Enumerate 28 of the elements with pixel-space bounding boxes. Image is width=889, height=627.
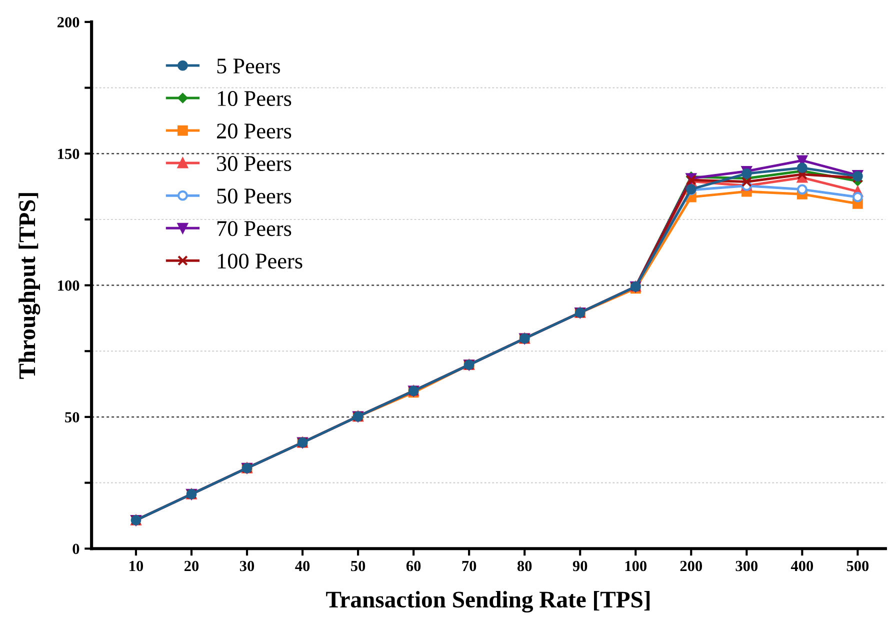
y-axis-title: Throughput [TPS] — [18, 193, 40, 379]
legend-label: 5 Peers — [217, 58, 280, 74]
x-tick-label: 400 — [790, 560, 814, 572]
x-tick-label: 300 — [736, 560, 758, 572]
legend-label: 70 Peers — [217, 221, 292, 236]
legend-label: 30 Peers — [217, 156, 292, 172]
legend-label: 20 Peers — [217, 124, 292, 139]
y-tick-label: 0 — [72, 544, 80, 554]
x-tick-label: 50 — [351, 560, 366, 572]
x-tick-label: 10 — [130, 560, 144, 572]
x-tick-label: 100 — [625, 560, 646, 572]
y-tick-label: 150 — [58, 148, 80, 160]
legend-label: 100 Peers — [218, 254, 302, 269]
y-tick-label: 200 — [57, 17, 80, 28]
x-tick-label: 80 — [517, 560, 532, 572]
x-tick-label: 30 — [240, 560, 254, 572]
legend-label: 50 Peers — [217, 188, 292, 204]
x-tick-label: 90 — [572, 560, 588, 572]
x-tick-label: 60 — [406, 560, 421, 572]
legend-label: 10 Peers — [218, 91, 292, 106]
x-tick-label: 40 — [295, 560, 310, 572]
y-tick-label: 50 — [65, 412, 80, 422]
x-tick-label: 500 — [846, 560, 869, 572]
x-tick-label: 20 — [184, 560, 199, 572]
x-tick-label: 70 — [462, 560, 476, 572]
x-axis-title: Transaction Sending Rate [TPS] — [326, 590, 650, 613]
y-tick-label: 100 — [58, 280, 80, 291]
x-tick-label: 200 — [680, 560, 702, 572]
